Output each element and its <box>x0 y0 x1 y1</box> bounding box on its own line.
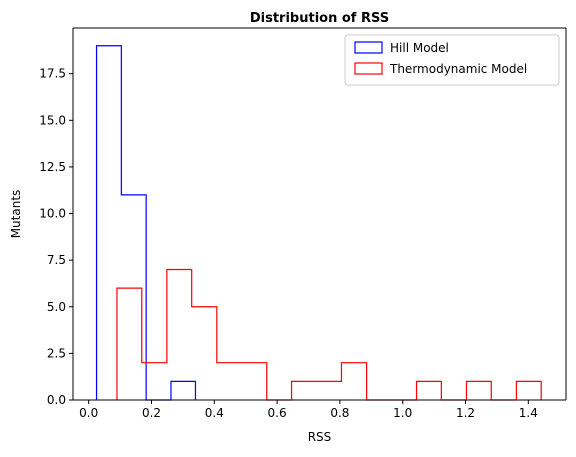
histogram-series-1 <box>95 45 197 401</box>
y-axis-label: Mutants <box>9 190 23 239</box>
y-tick-label: 10.0 <box>39 207 66 221</box>
y-tick-label: 12.5 <box>39 160 66 174</box>
legend-label: Thermodynamic Model <box>389 62 527 76</box>
chart-title: Distribution of RSS <box>250 11 389 26</box>
x-tick-label: 1.4 <box>519 406 538 420</box>
legend-swatch <box>354 41 383 54</box>
axes-layer <box>72 27 567 401</box>
y-tick-label: 7.5 <box>47 253 66 267</box>
plot-area <box>73 28 566 400</box>
x-tick-label: 1.0 <box>393 406 412 420</box>
y-tick-label: 0.0 <box>47 393 66 407</box>
x-tick-label: 1.2 <box>456 406 475 420</box>
legend-swatch <box>354 62 383 75</box>
histogram-series-2 <box>116 268 542 401</box>
y-tick-label: 2.5 <box>47 346 66 360</box>
x-tick-label: 0.6 <box>268 406 287 420</box>
y-tick-label: 15.0 <box>39 113 66 127</box>
x-tick-label: 0.0 <box>79 406 98 420</box>
y-axis-ticks: 0.0 2.5 5.0 7.5 10.0 12.5 15.0 17.5 <box>39 67 73 407</box>
x-tick-label: 0.8 <box>330 406 349 420</box>
y-tick-label: 5.0 <box>47 300 66 314</box>
plot-background <box>73 28 566 400</box>
legend-label: Hill Model <box>390 41 449 55</box>
y-tick-label: 17.5 <box>39 67 66 81</box>
histogram-step-outline <box>116 268 542 401</box>
histogram-step-outline <box>95 45 197 401</box>
legend-box <box>344 34 560 86</box>
legend: Hill Model Thermodynamic Model <box>344 34 560 86</box>
histogram-series-layer <box>95 45 542 401</box>
x-tick-label: 0.2 <box>142 406 161 420</box>
x-tick-label: 0.4 <box>205 406 224 420</box>
x-axis-label: RSS <box>308 430 332 444</box>
x-axis-ticks: 0.0 0.2 0.4 0.6 0.8 1.0 1.2 1.4 <box>79 400 538 420</box>
